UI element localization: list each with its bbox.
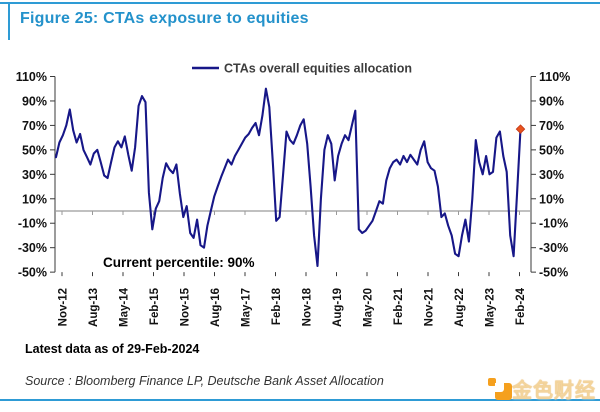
x-axis-label: Aug-13: [88, 288, 100, 327]
top-border-line: [0, 2, 600, 4]
x-axis-label: Aug-22: [454, 288, 466, 327]
y-axis-label-right: -10%: [539, 217, 568, 231]
x-axis-label: Aug-19: [332, 288, 344, 327]
bottom-border-line: [0, 399, 600, 401]
chart-svg: CTAs overall equities allocation 110% 110%…: [16, 62, 571, 328]
x-axis-label: Nov-15: [180, 287, 192, 326]
y-axis-label-right: 110%: [539, 70, 570, 84]
x-axis-label: May-17: [241, 288, 253, 327]
y-axis-label-right: 70%: [539, 119, 564, 133]
jinse-finance-logo-icon: [488, 376, 512, 400]
x-axis-label: Aug-16: [210, 288, 222, 327]
y-axis-label-left: -30%: [18, 241, 47, 255]
x-axis-label: Feb-18: [271, 287, 283, 325]
y-axis-label-right: 10%: [539, 192, 564, 206]
x-axis-label: May-20: [363, 288, 375, 327]
x-axis-label: Nov-21: [424, 287, 436, 326]
x-axis-label: Nov-12: [58, 288, 70, 326]
watermark-text: 金色财经: [512, 379, 596, 402]
x-axis-label: Feb-21: [393, 287, 405, 325]
y-axis-label-right: -30%: [539, 241, 568, 255]
y-axis-label-left: 30%: [22, 168, 47, 182]
y-axis-label-left: 110%: [16, 70, 47, 84]
x-axis-label: May-23: [485, 288, 497, 327]
latest-data-note: Latest data as of 29-Feb-2024: [25, 342, 200, 356]
y-axis-label-left: 50%: [22, 143, 47, 157]
legend-label: CTAs overall equities allocation: [224, 62, 412, 76]
y-axis-label-right: 90%: [539, 94, 564, 108]
y-axis-label-left: -10%: [18, 217, 47, 231]
y-axis-label-left: 90%: [22, 94, 47, 108]
x-axis-label: Nov-18: [302, 287, 314, 326]
x-axis-label: Feb-15: [149, 287, 161, 325]
source-note: Source : Bloomberg Finance LP, Deutsche …: [25, 374, 384, 388]
x-axis-label: May-14: [119, 287, 131, 327]
figure-title: Figure 25: CTAs exposure to equities: [20, 10, 309, 27]
x-axis-label: Feb-24: [515, 287, 527, 325]
title-accent-bar: [8, 2, 10, 40]
y-axis-label-left: 70%: [22, 119, 47, 133]
y-axis-label-right: 50%: [539, 143, 564, 157]
y-axis-label-right: -50%: [539, 266, 568, 280]
current-percentile-annotation: Current percentile: 90%: [103, 255, 255, 270]
watermark: 金色财经: [488, 374, 596, 402]
y-axis-label-left: -50%: [18, 266, 47, 280]
latest-point-marker: [515, 124, 526, 134]
y-axis-label-right: 30%: [539, 168, 564, 182]
series-line: [54, 87, 522, 268]
y-axis-label-left: 10%: [22, 192, 47, 206]
